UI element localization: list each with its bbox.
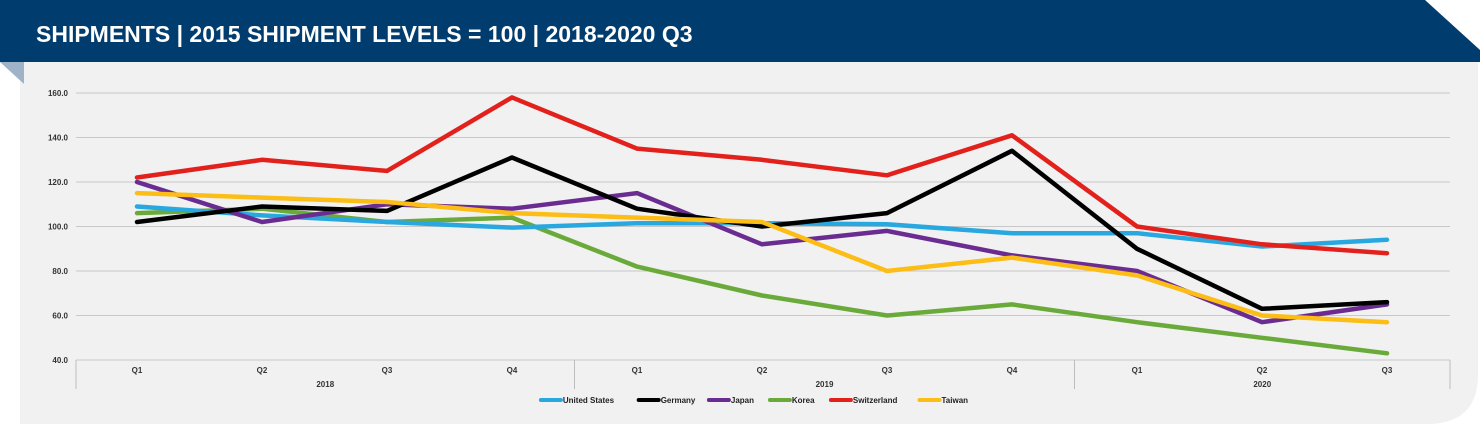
x-tick-label: Q1 (1132, 366, 1143, 375)
y-tick-label: 100.0 (48, 223, 69, 232)
legend-label: Switzerland (853, 396, 898, 405)
legend: United States Germany Japan Korea Switzerlan… (538, 396, 969, 405)
x-year-label: 2020 (1253, 380, 1271, 389)
legend-label: Taiwan (942, 396, 969, 405)
gridlines (76, 92, 1450, 361)
series-line-taiwan (134, 190, 1390, 325)
x-tick-label: Q4 (507, 366, 518, 375)
y-tick-label: 80.0 (52, 267, 68, 276)
series-lines (134, 95, 1390, 356)
legend-label: Japan (731, 396, 754, 405)
x-tick-label: Q2 (1257, 366, 1268, 375)
x-tick-label: Q2 (257, 366, 268, 375)
y-tick-label: 40.0 (52, 356, 68, 365)
x-tick-label: Q4 (1007, 366, 1018, 375)
page-title: SHIPMENTS | 2015 SHIPMENT LEVELS = 100 |… (36, 21, 693, 47)
x-year-label: 2018 (316, 380, 334, 389)
y-tick-label: 60.0 (52, 312, 68, 321)
x-tick-label: Q3 (882, 366, 893, 375)
header-banner (0, 0, 1480, 62)
x-tick-label: Q2 (757, 366, 768, 375)
y-tick-label: 160.0 (48, 89, 69, 98)
legend-label: United States (563, 396, 615, 405)
y-axis: 40.0 60.0 80.0 100.0 120.0 140.0 160.0 (48, 89, 69, 365)
x-tick-label: Q3 (382, 366, 393, 375)
chart-panel (20, 62, 1478, 424)
x-year-label: 2019 (816, 380, 834, 389)
series-line-switzerland (134, 95, 1390, 256)
legend-label: Korea (792, 396, 815, 405)
y-tick-label: 140.0 (48, 134, 69, 143)
series-line-germany (134, 148, 1390, 312)
x-axis: 2018 2019 2020 Q1 Q2 Q3 Q4 Q1 Q2 Q3 Q4 Q1 Q2 Q3 (75, 360, 1451, 389)
x-tick-label: Q1 (132, 366, 143, 375)
banner-accent (0, 62, 24, 84)
x-tick-label: Q1 (632, 366, 643, 375)
x-tick-label: Q3 (1382, 366, 1393, 375)
y-tick-label: 120.0 (48, 178, 69, 187)
legend-label: Germany (661, 396, 696, 405)
